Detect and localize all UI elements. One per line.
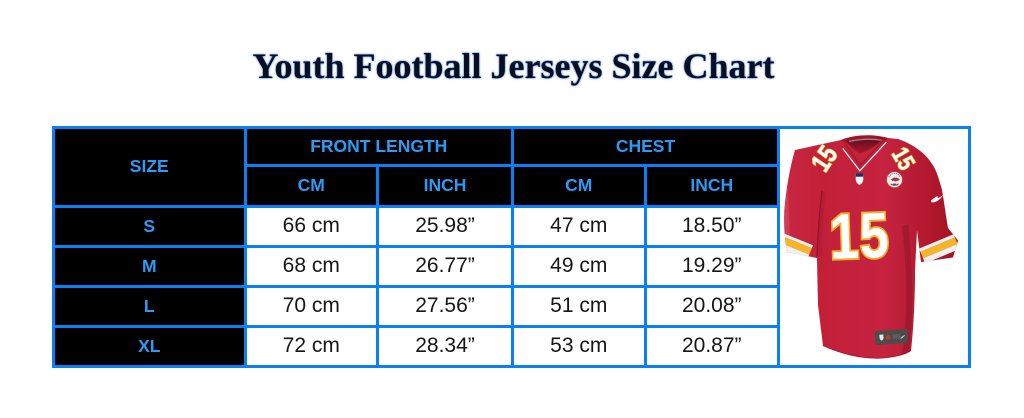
- svg-text:15: 15: [828, 200, 890, 273]
